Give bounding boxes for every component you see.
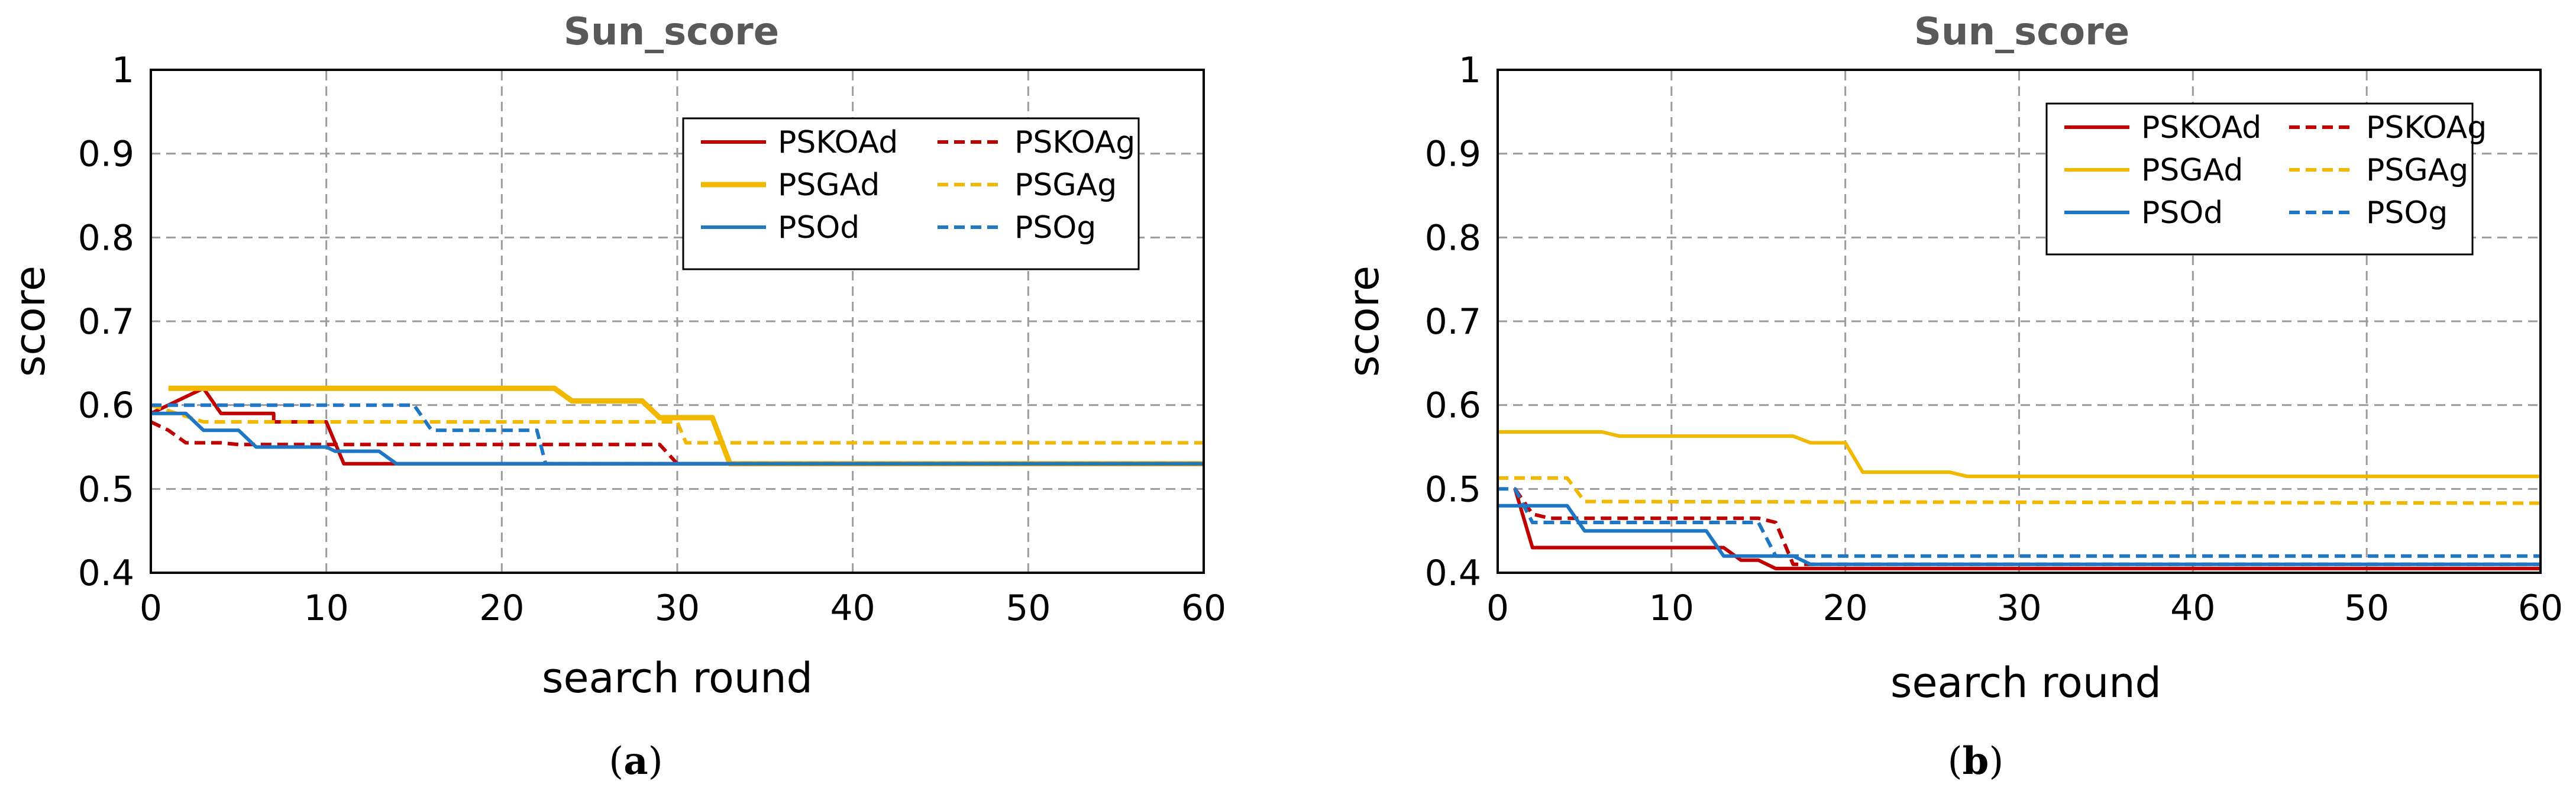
- legend-label-psod: PSOd: [2141, 195, 2223, 231]
- series-line-pskoag: [1513, 488, 2541, 566]
- x-tick-label: 60: [2518, 588, 2563, 629]
- y-tick-label: 0.5: [78, 469, 134, 510]
- x-tick-label: 0: [1486, 588, 1509, 629]
- series-line-psod: [151, 411, 1204, 466]
- x-tick-label: 60: [1181, 588, 1226, 629]
- legend: PSKOAd PSKOAg PSGAd PSGAg PSOd PSOg: [682, 117, 1140, 270]
- y-tick-label: 0.4: [1425, 553, 1481, 594]
- chart-panel-b: Sun_score 0.4 0.5 0.6 0.7 0.8 0.9 1 0 10 20 30 40 5…: [1340, 10, 2563, 783]
- x-tick-label: 0: [140, 588, 162, 629]
- x-tick-label: 30: [655, 588, 700, 629]
- chart-panel-a: Sun_score 0.4 0.5 0.6 0.7 0.8 0.9 1 0 10 20 30 40 5…: [6, 10, 1226, 783]
- y-tick-label: 1: [1459, 50, 1481, 91]
- chart-title: Sun_score: [564, 10, 779, 54]
- series-line-psod: [1498, 504, 2541, 566]
- y-tick-label: 0.8: [78, 217, 134, 259]
- x-axis-label: search round: [542, 654, 813, 702]
- legend-label-pskoad: PSKOAd: [778, 125, 898, 160]
- legend-label-psgag: PSGAg: [1014, 167, 1117, 203]
- plot-area: [1497, 69, 2542, 574]
- legend-label-psog: PSOg: [2366, 195, 2448, 231]
- y-axis-label: score: [6, 266, 54, 377]
- caption-letter: b: [1963, 739, 1989, 783]
- x-tick-label: 10: [1649, 588, 1694, 629]
- y-tick-label: 0.5: [1425, 469, 1481, 510]
- x-axis-label: search round: [1890, 659, 2161, 707]
- legend-label-pskoag: PSKOAg: [1014, 125, 1135, 160]
- series-line-pskoad: [1513, 488, 2541, 570]
- series-line-psgag: [1498, 476, 2541, 505]
- plot-area: [150, 69, 1205, 574]
- caption: (b): [1948, 739, 2004, 783]
- legend-label-psog: PSOg: [1014, 210, 1096, 246]
- x-tick-label: 30: [1996, 588, 2041, 629]
- legend-label-pskoag: PSKOAg: [2366, 110, 2487, 146]
- legend-label-psgag: PSGAg: [2366, 153, 2468, 188]
- series-line-psgad: [1498, 430, 2541, 479]
- y-tick-label: 0.6: [78, 385, 134, 427]
- series-line-psog: [151, 403, 1204, 466]
- x-tick-label: 40: [2170, 588, 2215, 629]
- y-tick-label: 0.6: [1425, 385, 1481, 427]
- caption: (a): [609, 739, 662, 783]
- x-tick-label: 10: [303, 588, 348, 629]
- y-tick-label: 0.9: [78, 134, 134, 175]
- x-tick-label: 40: [830, 588, 875, 629]
- x-tick-label: 50: [1006, 588, 1051, 629]
- caption-letter: a: [623, 739, 648, 783]
- x-tick-label: 20: [1822, 588, 1867, 629]
- legend-label-psgad: PSGAd: [2141, 153, 2243, 188]
- y-tick-label: 1: [112, 50, 134, 91]
- series-line-psgag: [150, 403, 1204, 445]
- y-tick-label: 0.4: [78, 553, 134, 594]
- legend-label-pskoad: PSKOAd: [2141, 110, 2261, 146]
- x-tick-label: 50: [2344, 588, 2389, 629]
- y-axis-label: score: [1340, 266, 1388, 377]
- series-line-psog: [1498, 487, 2541, 558]
- legend-label-psgad: PSGAd: [778, 167, 880, 203]
- series-line-pskoag: [150, 420, 1204, 466]
- y-tick-label: 0.7: [1425, 301, 1481, 343]
- legend: PSKOAd PSKOAg PSGAd PSGAg PSOd PSOg: [2045, 102, 2487, 256]
- y-tick-label: 0.7: [78, 301, 134, 343]
- legend-label-psod: PSOd: [778, 210, 859, 246]
- chart-title: Sun_score: [1914, 10, 2129, 54]
- series-line-pskoad: [150, 386, 1204, 466]
- y-tick-label: 0.9: [1425, 134, 1481, 175]
- y-tick-label: 0.8: [1425, 217, 1481, 259]
- x-tick-label: 20: [479, 588, 524, 629]
- series-line-psgad: [168, 385, 1204, 467]
